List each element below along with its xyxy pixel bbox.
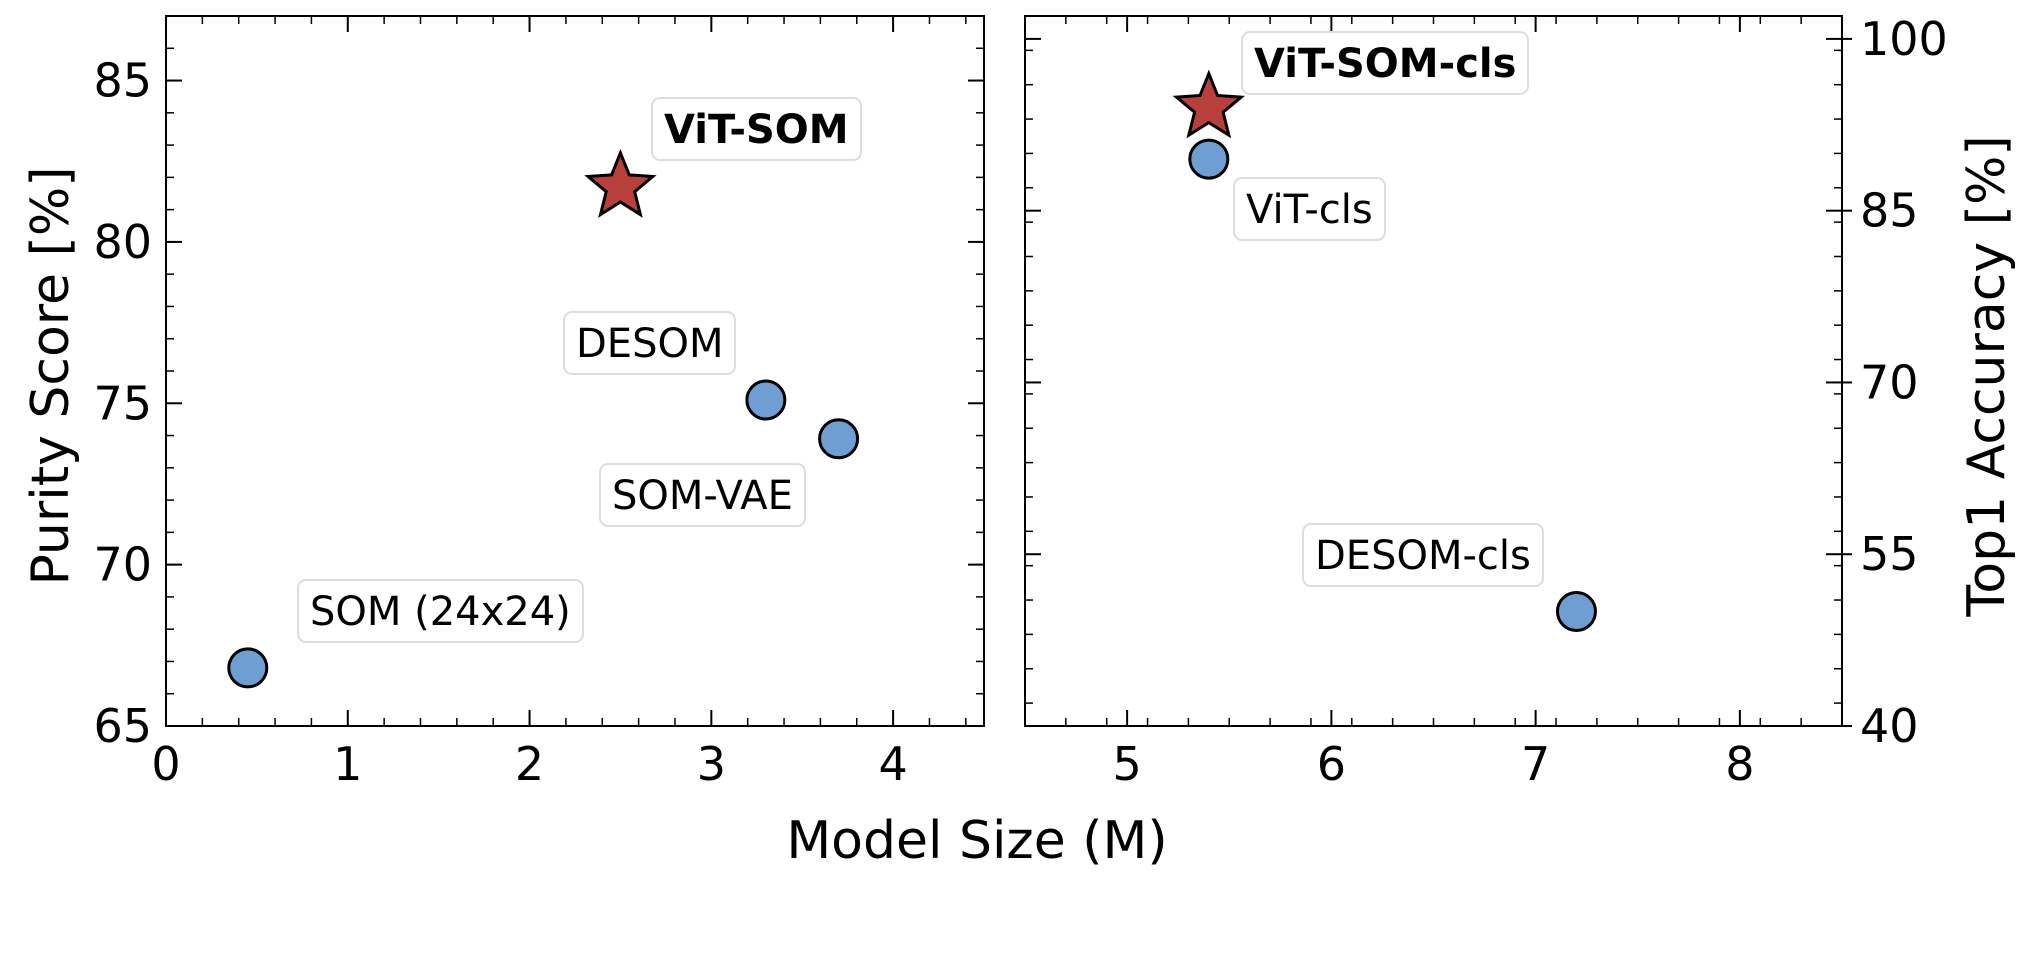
annotation-box: [563, 311, 736, 375]
y-tick-label: 75: [93, 376, 152, 430]
y-tick-label: 80: [93, 215, 152, 269]
annotation-box: [599, 463, 806, 527]
annotation-desom: DESOM: [563, 311, 736, 375]
annotation-label: ViT-cls: [1246, 187, 1373, 233]
annotation-box: [1233, 177, 1386, 241]
right-panel: 5 6 7 8 40 55 70 85 100 ViT-cls DESOM-cls ViT-SOM-c…: [1024, 12, 1948, 791]
annotation-vit-cls: ViT-cls: [1233, 177, 1386, 241]
x-tick-label: 6: [1317, 737, 1346, 791]
y-tick-label: 40: [1860, 699, 1919, 753]
left-panel: 0 1 2 3 4 65 70 75 80 85 SOM (24x24) DESOM SOM-VAE Vi…: [93, 15, 985, 791]
circle-point-som-vae: [818, 418, 860, 460]
annotation-som-24x24-: SOM (24x24): [297, 579, 584, 643]
annotation-vit-som-cls: ViT-SOM-cls: [1241, 31, 1529, 95]
annotation-label: ViT-SOM: [664, 107, 849, 153]
circle-point-vit-cls: [1188, 138, 1230, 180]
annotation-label: DESOM: [576, 321, 723, 367]
y-tick-label: 55: [1860, 527, 1919, 581]
x-tick-label: 5: [1112, 737, 1141, 791]
plot-frame-right: [1024, 15, 1843, 727]
y-tick-label: 70: [1860, 355, 1919, 409]
annotation-label: DESOM-cls: [1315, 533, 1531, 579]
x-tick-label: 2: [515, 737, 544, 791]
star-point-vit-som: [584, 148, 657, 218]
annotation-box: [1241, 31, 1529, 95]
annotation-label: ViT-SOM-cls: [1254, 41, 1516, 87]
x-tick-label: 3: [697, 737, 726, 791]
annotation-desom-cls: DESOM-cls: [1302, 523, 1544, 587]
y-tick-label: 65: [93, 699, 152, 753]
annotation-box: [1302, 523, 1544, 587]
annotation-vit-som: ViT-SOM: [651, 97, 862, 161]
circle-point-desom-cls: [1555, 590, 1597, 632]
circle-point-desom: [745, 379, 787, 421]
y-tick-label: 70: [93, 538, 152, 592]
annotation-label: SOM (24x24): [310, 589, 571, 635]
left-y-axis-title: Purity Score [%]: [21, 166, 81, 585]
x-axis-title: Model Size (M): [786, 811, 1167, 871]
star-point-vit-som-cls: [1172, 69, 1246, 139]
x-tick-label: 7: [1521, 737, 1550, 791]
annotation-som-vae: SOM-VAE: [599, 463, 806, 527]
right-y-axis-title: Top1 Accuracy [%]: [1957, 135, 2017, 617]
x-tick-label: 8: [1725, 737, 1754, 791]
x-tick-label: 4: [878, 737, 907, 791]
y-tick-label: 100: [1860, 12, 1948, 66]
annotation-label: SOM-VAE: [612, 473, 793, 519]
y-tick-label: 85: [1860, 184, 1919, 238]
x-tick-label: 0: [151, 737, 180, 791]
circle-point-som-24x24-: [227, 647, 269, 689]
y-tick-label: 85: [93, 54, 152, 108]
x-tick-label: 1: [333, 737, 362, 791]
annotation-box: [297, 579, 584, 643]
annotation-box: [651, 97, 862, 161]
